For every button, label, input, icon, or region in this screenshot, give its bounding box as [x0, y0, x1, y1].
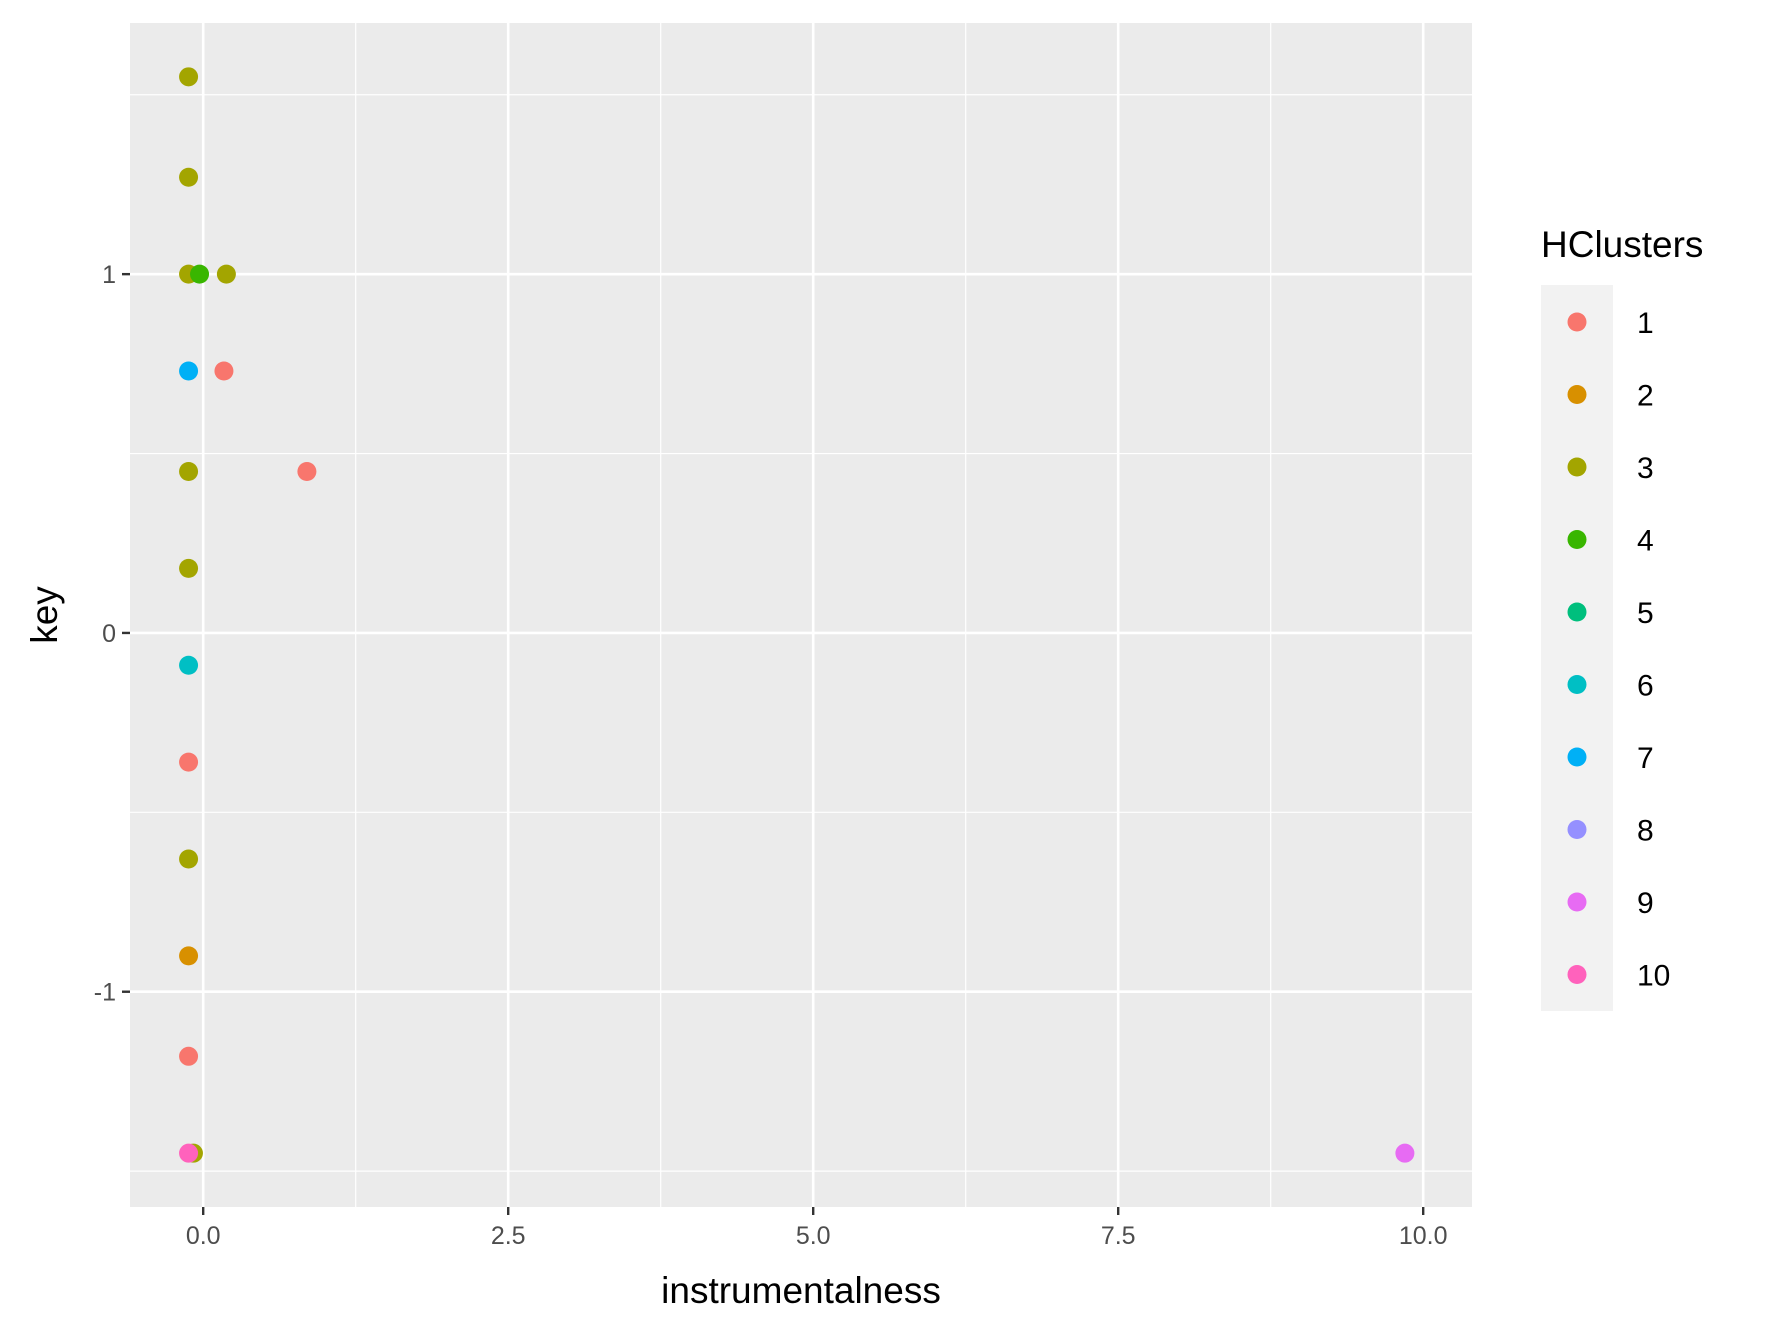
- legend-key-background: [1541, 285, 1613, 1011]
- legend-title: HClusters: [1541, 224, 1703, 265]
- data-point: [179, 1143, 199, 1163]
- major-gridlines: [130, 23, 1472, 1207]
- data-point: [179, 167, 199, 187]
- y-tick-label: -1: [94, 979, 116, 1007]
- legend: HClusters 1 2 3 4 5 6 7 8 9 10: [1541, 224, 1703, 1011]
- legend-label: 6: [1637, 670, 1654, 703]
- legend-key: [1567, 747, 1587, 767]
- legend-label: 8: [1637, 815, 1654, 848]
- legend-label: 2: [1637, 380, 1654, 413]
- x-axis-title: instrumentalness: [661, 1270, 941, 1311]
- data-point: [179, 946, 199, 966]
- plot-panel: [130, 23, 1472, 1207]
- legend-key: [1567, 965, 1587, 984]
- legend-label: 1: [1637, 307, 1654, 340]
- data-point: [179, 67, 199, 87]
- legend-key: [1567, 602, 1587, 622]
- data-point: [179, 1046, 199, 1066]
- legend-items: 1 2 3 4 5 6 7 8 9 10: [1567, 307, 1670, 993]
- x-tick-label: 7.5: [1101, 1222, 1136, 1250]
- data-point: [179, 558, 199, 578]
- legend-label: 4: [1637, 525, 1654, 558]
- x-tick-label: 10.0: [1399, 1222, 1448, 1250]
- data-point: [179, 361, 199, 381]
- legend-key: [1567, 312, 1587, 332]
- x-tick-label: 2.5: [491, 1222, 526, 1250]
- legend-key: [1567, 457, 1587, 477]
- legend-key: [1567, 820, 1587, 839]
- data-point: [190, 264, 210, 284]
- minor-gridlines: [130, 23, 1472, 1207]
- y-tick-label: 0: [102, 620, 116, 648]
- x-axis: 0.0 2.5 5.0 7.5 10.0: [186, 1207, 1448, 1250]
- data-point: [179, 849, 199, 869]
- legend-key: [1567, 530, 1587, 549]
- legend-key: [1567, 675, 1587, 694]
- data-points: [179, 67, 1415, 1163]
- legend-label: 3: [1637, 452, 1654, 485]
- x-tick-label: 5.0: [796, 1222, 831, 1250]
- y-axis-title: key: [24, 586, 65, 644]
- data-point: [214, 361, 234, 381]
- data-point: [179, 752, 199, 772]
- y-tick-label: 1: [102, 261, 116, 289]
- legend-label: 5: [1637, 597, 1654, 630]
- legend-key: [1567, 385, 1587, 404]
- legend-label: 9: [1637, 887, 1654, 920]
- legend-label: 10: [1637, 960, 1670, 993]
- data-point: [179, 655, 199, 675]
- legend-key: [1567, 892, 1587, 912]
- data-point: [1395, 1143, 1415, 1163]
- y-axis: -1 0 1: [94, 261, 130, 1007]
- legend-label: 7: [1637, 742, 1654, 775]
- data-point: [216, 264, 236, 284]
- data-point: [179, 461, 199, 481]
- x-tick-label: 0.0: [186, 1222, 221, 1250]
- data-point: [297, 461, 317, 481]
